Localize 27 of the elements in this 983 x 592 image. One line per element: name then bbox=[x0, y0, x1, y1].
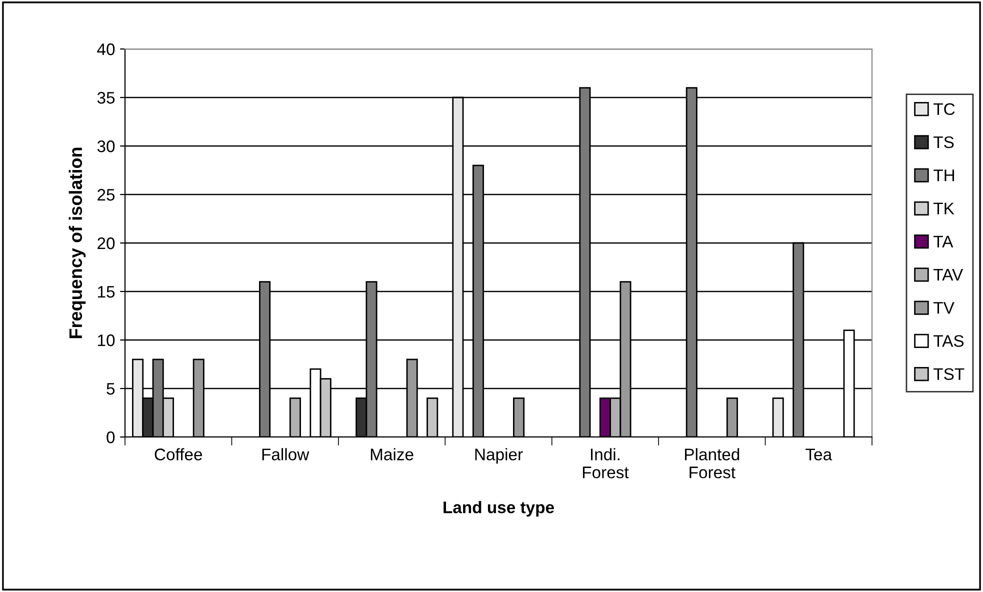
legend-label: TST bbox=[934, 368, 964, 380]
y-tick-label: 35 bbox=[97, 92, 115, 104]
legend-label: TAS bbox=[934, 335, 964, 347]
legend-label: TAV bbox=[934, 269, 964, 280]
x-tick-label: Fallow bbox=[262, 448, 310, 460]
x-tick-label: Planted Forest bbox=[685, 448, 740, 478]
legend-label: TH bbox=[934, 170, 954, 182]
y-tick-label: 20 bbox=[98, 237, 115, 250]
y-tick-label: 10 bbox=[98, 334, 115, 346]
y-tick-label: 0 bbox=[106, 431, 115, 444]
legend-label: TS bbox=[934, 136, 954, 148]
x-tick-label: Maize bbox=[370, 448, 414, 460]
y-tick-label: 40 bbox=[97, 43, 115, 56]
y-axis-title: Frequency of isolation bbox=[68, 148, 86, 338]
legend-label: TV bbox=[934, 302, 954, 314]
legend-label: TK bbox=[934, 202, 954, 214]
y-tick-label: 15 bbox=[98, 286, 115, 298]
x-tick-label: Coffee bbox=[154, 448, 202, 460]
y-tick-label: 5 bbox=[106, 383, 115, 395]
y-tick-label: 25 bbox=[98, 188, 115, 201]
legend-label: TA bbox=[934, 236, 954, 248]
x-tick-label: Tea bbox=[806, 448, 832, 460]
x-tick-label: Indi. Forest bbox=[582, 448, 629, 478]
y-tick-label: 30 bbox=[97, 140, 115, 152]
legend-label: TC bbox=[934, 103, 955, 116]
x-tick-label: Napier bbox=[475, 448, 523, 464]
x-axis-title: Land use type bbox=[444, 501, 554, 517]
